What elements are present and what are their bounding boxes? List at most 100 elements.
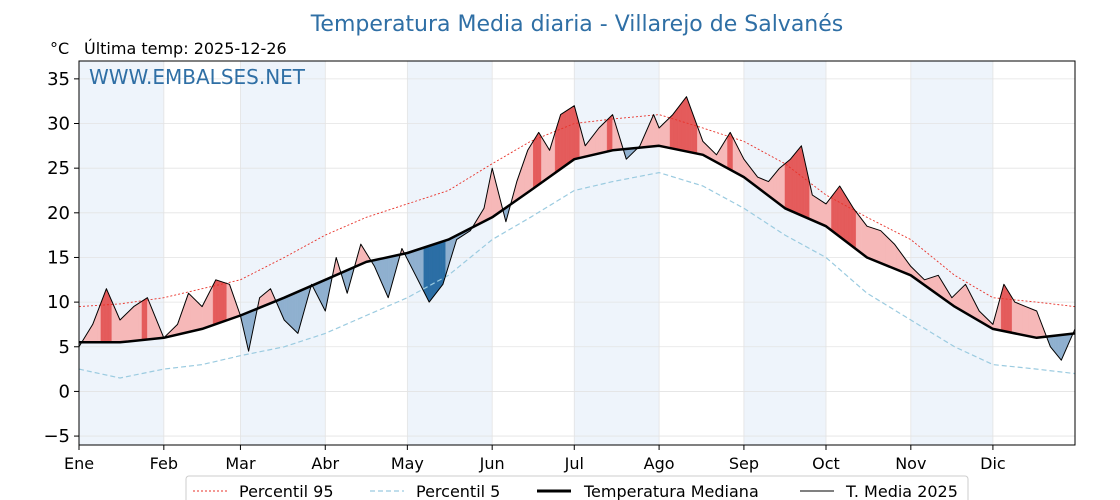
- anomaly-fill-segment: [962, 283, 966, 314]
- anomaly-fill-segment: [210, 285, 214, 327]
- anomaly-fill-segment: [128, 308, 132, 342]
- anomaly-fill-segment: [199, 303, 203, 330]
- anomaly-fill-segment: [790, 155, 794, 213]
- anomaly-fill-segment: [877, 229, 881, 264]
- anomaly-fill-segment: [872, 227, 876, 262]
- anomaly-fill-segment: [779, 165, 783, 207]
- y-tick-label: 25: [47, 158, 70, 179]
- anomaly-fill-segment: [834, 189, 838, 235]
- anomaly-fill-segment: [658, 124, 663, 147]
- y-tick-label: 30: [47, 114, 70, 135]
- anomaly-fill-segment: [136, 302, 140, 341]
- anomaly-fill-segment: [730, 132, 734, 172]
- anomaly-fill-segment: [1033, 309, 1037, 339]
- anomaly-fill-segment: [1020, 304, 1024, 336]
- anomaly-fill-segment: [188, 292, 192, 333]
- x-tick-label: Oct: [812, 454, 840, 473]
- x-tick-label: Jul: [564, 454, 584, 473]
- anomaly-fill-segment: [429, 244, 433, 303]
- anomaly-fill-segment: [675, 106, 679, 150]
- last-temp-label: Última temp: 2025-12-26: [84, 39, 287, 58]
- anomaly-fill-segment: [880, 230, 884, 265]
- anomaly-fill-segment: [541, 136, 545, 184]
- anomaly-fill-segment: [138, 300, 143, 341]
- series-line-p95: [78, 114, 1076, 308]
- legend-box: [185, 475, 969, 500]
- anomaly-fill-segment: [850, 203, 854, 248]
- anomaly-fill-segment: [563, 110, 567, 168]
- anomaly-fill-segment: [1031, 308, 1035, 338]
- plot-frame: [78, 60, 1076, 446]
- watermark: WWW.EMBALSES.NET: [89, 65, 306, 89]
- anomaly-fill-segment: [957, 289, 961, 311]
- x-tick-label: Ago: [644, 454, 675, 473]
- anomaly-fill-segment: [842, 189, 846, 242]
- y-tick-label: −5: [43, 426, 70, 447]
- anomaly-fill-segment: [798, 145, 802, 216]
- anomaly-fill-segment: [215, 279, 219, 325]
- unit-label: °C: [50, 39, 69, 58]
- anomaly-fill-segment: [609, 114, 613, 152]
- y-tick-label: 0: [59, 381, 70, 402]
- anomaly-fill-segment: [103, 288, 107, 343]
- anomaly-fill-segment: [606, 116, 611, 152]
- series-line-p5: [78, 172, 1076, 379]
- anomaly-fill-segment: [125, 311, 129, 342]
- series-line-year: [78, 96, 1076, 361]
- x-tick-label: Ene: [64, 454, 94, 473]
- anomaly-fill-segment: [869, 226, 873, 260]
- anomaly-fill-segment: [595, 127, 600, 155]
- anomaly-fill-segment: [286, 294, 290, 326]
- anomaly-fill-segment: [426, 245, 430, 303]
- legend-median-label: Temperatura Mediana: [583, 482, 759, 500]
- anomaly-fill-segment: [122, 314, 126, 343]
- anomaly-fill-segment: [535, 131, 539, 187]
- anomaly-fill-segment: [773, 170, 777, 203]
- anomaly-fill-segment: [795, 148, 799, 215]
- anomaly-fill-segment: [130, 306, 134, 342]
- anomaly-fill-segment: [530, 140, 534, 191]
- anomaly-fill-segment: [866, 225, 870, 259]
- x-tick-label: Jun: [479, 454, 505, 473]
- anomaly-fill-segment: [604, 119, 608, 153]
- anomaly-fill-segment: [292, 292, 296, 332]
- anomaly-fill-segment: [888, 238, 892, 268]
- x-tick-label: May: [391, 454, 424, 473]
- anomaly-fill-segment: [661, 122, 665, 148]
- anomaly-fill-segment: [533, 136, 537, 189]
- anomaly-fill-segment: [420, 247, 424, 292]
- anomaly-fill-segment: [226, 283, 230, 321]
- anomaly-fill-segment: [1003, 283, 1007, 332]
- anomaly-fill-segment: [1006, 288, 1010, 333]
- anomaly-fill-segment: [284, 296, 288, 324]
- anomaly-fill-segment: [776, 167, 780, 205]
- anomaly-fill-segment: [667, 116, 671, 149]
- anomaly-fill-segment: [792, 151, 797, 214]
- anomaly-fill-segment: [141, 299, 145, 341]
- anomaly-fill-segment: [423, 246, 427, 297]
- anomaly-fill-segment: [1028, 307, 1032, 337]
- anomaly-fill-segment: [1058, 334, 1062, 361]
- x-tick-label: Feb: [150, 454, 178, 473]
- anomaly-fill-segment: [1017, 302, 1021, 335]
- month-band: [910, 61, 993, 445]
- series-lines: [78, 96, 1076, 379]
- anomaly-fill-segment: [212, 279, 217, 326]
- month-band: [79, 61, 164, 445]
- x-tick-label: Dic: [980, 454, 1006, 473]
- anomaly-fill-segment: [836, 185, 840, 238]
- anomaly-fill-segment: [223, 282, 227, 322]
- anomaly-fill-segment: [885, 235, 890, 267]
- anomaly-fill-segment: [543, 140, 548, 182]
- anomaly-fill-segment: [437, 242, 441, 292]
- anomaly-fill-segment: [831, 192, 835, 233]
- anomaly-fill-segment: [855, 211, 860, 252]
- anomaly-fill-segment: [883, 232, 887, 266]
- anomaly-fill-segment: [814, 196, 818, 223]
- month-band: [743, 61, 826, 445]
- anomaly-fill-segment: [812, 194, 816, 222]
- anomaly-fill-segment: [839, 185, 843, 240]
- anomaly-fill-segment: [891, 240, 895, 269]
- anomaly-fill-segment: [601, 122, 605, 154]
